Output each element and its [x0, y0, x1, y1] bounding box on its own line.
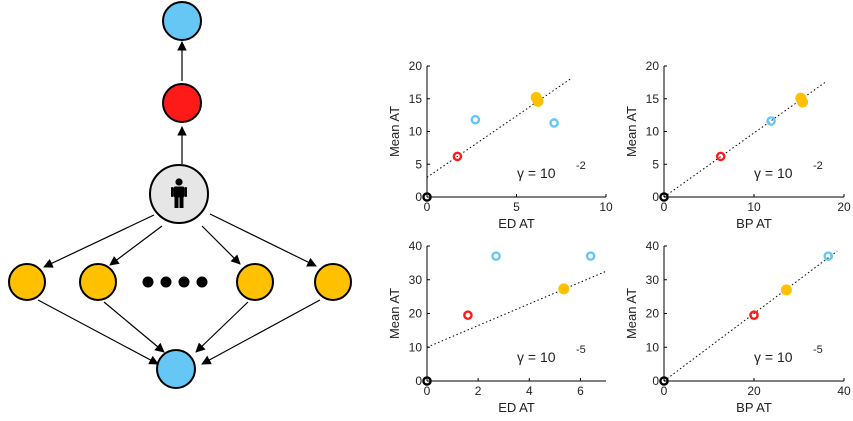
node-yellow-3	[236, 263, 274, 301]
y-tick-label: 10	[646, 125, 660, 139]
node-top-blue	[162, 1, 202, 41]
x-tick-label: 10	[747, 200, 761, 214]
y-tick-label: 10	[409, 125, 423, 139]
edge-yellow-1-to-bottom	[37, 299, 159, 365]
data-point-blue	[766, 116, 776, 126]
fit-line	[426, 78, 571, 178]
gamma-label: γ = 10	[754, 165, 793, 181]
x-tick-label: 40	[837, 384, 851, 398]
gamma-exponent: -5	[813, 344, 823, 356]
gamma-exponent: -2	[813, 160, 823, 172]
x-tick-label: 2	[475, 384, 482, 398]
y-tick-label: 20	[409, 59, 423, 73]
edge-yellow-2-to-bottom	[103, 301, 165, 353]
scatter-panel-top-right: 0 10 20 0 5 10 15 20 BP AT Mean AT γ = 10 -2	[624, 59, 851, 231]
data-point-yellow	[780, 284, 792, 296]
y-tick-label: 15	[409, 92, 423, 106]
scatter-panel-bottom-left: 0 2 4 6 0 10 20 30 40 ED AT Mean AT γ = 10 -5	[387, 239, 607, 415]
data-point-red	[463, 310, 473, 320]
y-axis-label: Mean AT	[624, 106, 639, 157]
y-tick-label: 0	[652, 374, 659, 388]
data-point-black	[422, 192, 432, 202]
network-diagram	[8, 1, 352, 389]
y-axis-label: Mean AT	[387, 288, 402, 339]
data-point-blue	[491, 251, 501, 261]
y-tick-label: 0	[652, 190, 659, 204]
node-mid-red	[162, 83, 202, 123]
y-tick-label: 0	[415, 190, 422, 204]
node-yellow-1	[8, 263, 46, 301]
y-axis-label: Mean AT	[624, 288, 639, 339]
y-tick-label: 5	[415, 157, 422, 171]
data-point-blue	[823, 251, 834, 261]
x-axis-label: BP AT	[736, 400, 772, 415]
data-point-red	[452, 151, 463, 162]
person-icon	[171, 178, 187, 208]
data-point-yellow	[797, 96, 809, 108]
x-axis-label: BP AT	[736, 216, 772, 231]
x-tick-label: 20	[837, 200, 851, 214]
scatter-panel-bottom-right: 0 20 40 0 10 20 30 40 BP AT Mean AT γ = 10 -5	[624, 239, 851, 415]
y-tick-label: 30	[409, 273, 423, 287]
gamma-label: γ = 10	[517, 165, 556, 181]
y-tick-label: 0	[415, 374, 422, 388]
fit-line	[426, 270, 607, 348]
node-yellow-4	[314, 263, 352, 301]
edge-person-to-yellow-1	[43, 214, 155, 268]
node-bottom-blue	[156, 349, 196, 389]
data-point-blue	[585, 251, 596, 261]
y-tick-label: 30	[646, 273, 660, 287]
x-axis-label: ED AT	[498, 216, 535, 231]
y-tick-label: 40	[646, 239, 660, 253]
x-tick-label: 0	[424, 200, 431, 214]
edge-person-to-yellow-4	[209, 213, 317, 267]
x-tick-label: 20	[747, 384, 761, 398]
edge-yellow-4-to-bottom	[201, 299, 321, 365]
y-tick-label: 10	[646, 340, 660, 354]
y-axis-label: Mean AT	[387, 106, 402, 157]
y-tick-label: 20	[646, 59, 660, 73]
x-tick-label: 10	[599, 200, 613, 214]
data-point-blue	[470, 114, 481, 125]
y-tick-label: 40	[409, 239, 423, 253]
gamma-label: γ = 10	[517, 349, 556, 365]
x-axis-label: ED AT	[498, 400, 535, 415]
x-tick-label: 0	[661, 384, 668, 398]
gamma-exponent: -5	[576, 344, 586, 356]
data-point-blue	[549, 118, 559, 128]
x-tick-label: 0	[424, 384, 431, 398]
gamma-exponent: -2	[576, 160, 586, 172]
data-point-red	[715, 151, 726, 162]
fit-line	[663, 81, 827, 198]
data-point-black	[422, 376, 432, 386]
data-point-black	[659, 192, 669, 202]
data-point-black	[659, 376, 669, 386]
node-yellow-2	[79, 263, 117, 301]
y-tick-label: 15	[646, 92, 660, 106]
data-point-yellow	[558, 283, 570, 295]
data-point-red	[749, 310, 759, 320]
x-tick-label: 4	[526, 384, 533, 398]
y-tick-label: 10	[409, 340, 423, 354]
y-tick-label: 5	[652, 157, 659, 171]
y-tick-label: 20	[409, 307, 423, 321]
edge-person-to-yellow-2	[109, 225, 163, 266]
edge-person-to-yellow-3	[201, 225, 241, 265]
gamma-label: γ = 10	[754, 349, 793, 365]
y-tick-label: 20	[646, 307, 660, 321]
ellipsis-dots	[142, 276, 208, 288]
scatter-panel-top-left: 0 5 10 0 5 10 15 20 ED AT Mean AT γ = 10 -2	[387, 59, 613, 231]
edge-yellow-3-to-bottom	[195, 301, 249, 353]
data-point-yellow	[532, 95, 544, 107]
x-tick-label: 5	[513, 200, 520, 214]
x-tick-label: 6	[577, 384, 584, 398]
x-tick-label: 0	[661, 200, 668, 214]
